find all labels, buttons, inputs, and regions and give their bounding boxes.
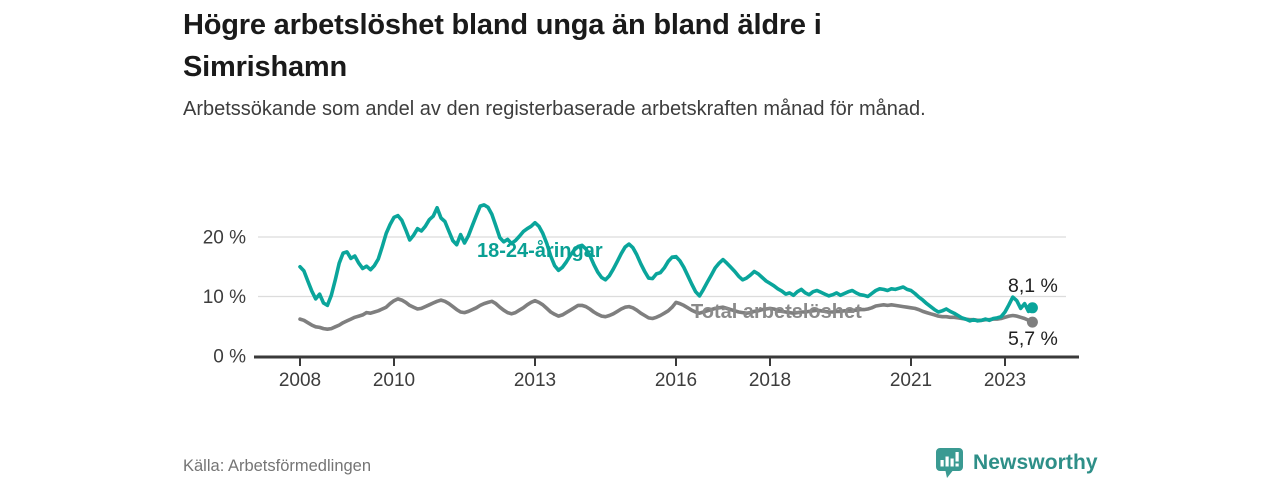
x-axis-tick-label: 2018 [749,370,791,391]
series-label-total: Total arbetslöshet [691,301,862,323]
x-axis-tick-label: 2016 [655,370,697,391]
chart-subtitle: Arbetssökande som andel av den registerb… [183,98,926,120]
y-axis-tick-label: 10 % [203,287,246,308]
newsworthy-logo: Newsworthy [936,448,1098,478]
unemployment-line-chart: 0 % 10 % 20 % 2008 2010 2013 2016 2018 2021 2023 [203,203,1079,391]
brand-name: Newsworthy [973,451,1098,474]
newsworthy-speech-bubble-bar-chart-icon [936,448,963,478]
series-label-youth: 18-24-åringar [477,240,603,262]
x-axis-tick-label: 2010 [373,370,415,391]
y-axis-tick-label: 20 % [203,228,246,249]
y-axis-tick-label: 0 % [213,347,246,368]
series-end-dot-youth [1026,302,1038,314]
chart-title: Högre arbetslöshet bland unga än bland ä… [183,9,822,83]
x-axis-tick-label: 2013 [514,370,556,391]
end-value-label-youth: 8,1 % [1008,275,1058,297]
source-attribution: Källa: Arbetsförmedlingen [183,457,372,475]
series-line-total [298,297,1035,331]
series-end-dot-total [1026,316,1038,328]
end-value-label-total: 5,7 % [1008,328,1058,350]
series-line-youth [298,203,1035,323]
x-axis-tick-label: 2021 [890,370,932,391]
x-axis-tick-label: 2008 [279,370,321,391]
x-axis-tick-label: 2023 [984,370,1026,391]
